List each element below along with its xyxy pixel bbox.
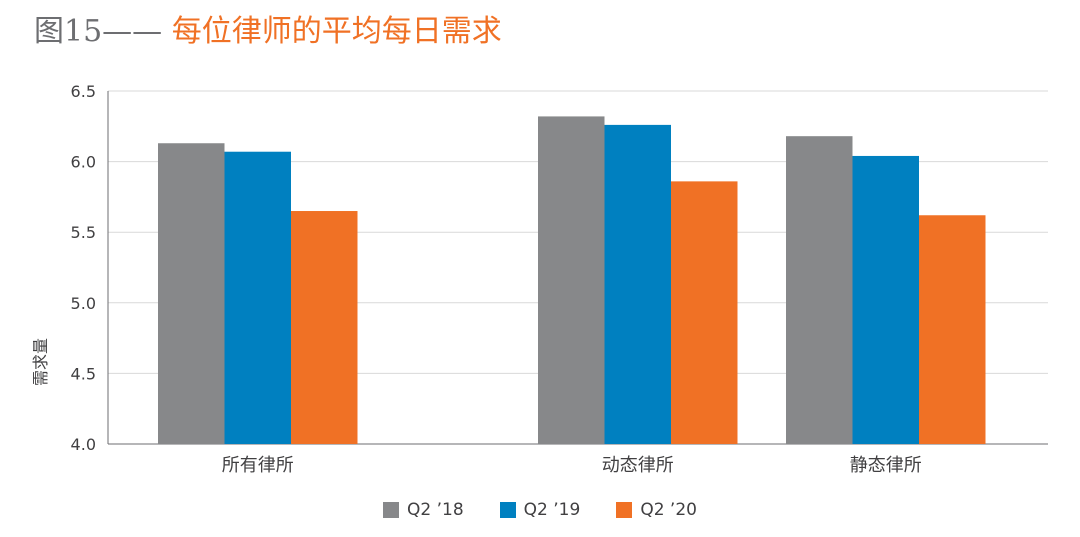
legend-swatch — [499, 502, 516, 518]
chart-title: 图15—— 每位律师的平均每日需求 — [34, 10, 502, 54]
y-axis-label: 需求量 — [31, 338, 50, 386]
y-tick-label: 6.5 — [71, 82, 96, 101]
x-category-label: 所有律所 — [222, 455, 294, 476]
bar-0-0 — [158, 143, 225, 444]
chart-legend: Q2 ’18 Q2 ’19 Q2 ’20 — [0, 500, 1080, 520]
bar-1-1 — [604, 124, 671, 444]
bar-1-2 — [671, 181, 738, 445]
figure-number: 图15—— — [34, 14, 163, 49]
legend-item: Q2 ’20 — [616, 500, 697, 520]
bar-0-2 — [291, 211, 358, 444]
legend-label: Q2 ’18 — [407, 500, 464, 520]
legend-item: Q2 ’19 — [499, 500, 581, 520]
y-tick-label: 4.0 — [71, 435, 96, 454]
bar-2-2 — [919, 215, 986, 444]
bar-0-1 — [224, 151, 291, 444]
chart-title-text: 每位律师的平均每日需求 — [171, 14, 502, 49]
x-category-label: 动态律所 — [602, 455, 674, 476]
legend-swatch — [383, 502, 400, 518]
y-tick-label: 5.5 — [71, 223, 96, 242]
bar-1-0 — [538, 116, 605, 444]
legend-label: Q2 ’20 — [640, 500, 697, 520]
y-tick-label: 4.5 — [71, 364, 96, 383]
legend-item: Q2 ’18 — [383, 500, 464, 520]
legend-swatch — [616, 502, 633, 518]
y-tick-label: 6.0 — [71, 153, 96, 172]
bar-2-0 — [786, 136, 853, 444]
y-tick-label: 5.0 — [71, 294, 96, 313]
bar-2-1 — [852, 155, 919, 444]
x-category-label: 静态律所 — [850, 455, 922, 476]
legend-label: Q2 ’19 — [523, 500, 581, 520]
